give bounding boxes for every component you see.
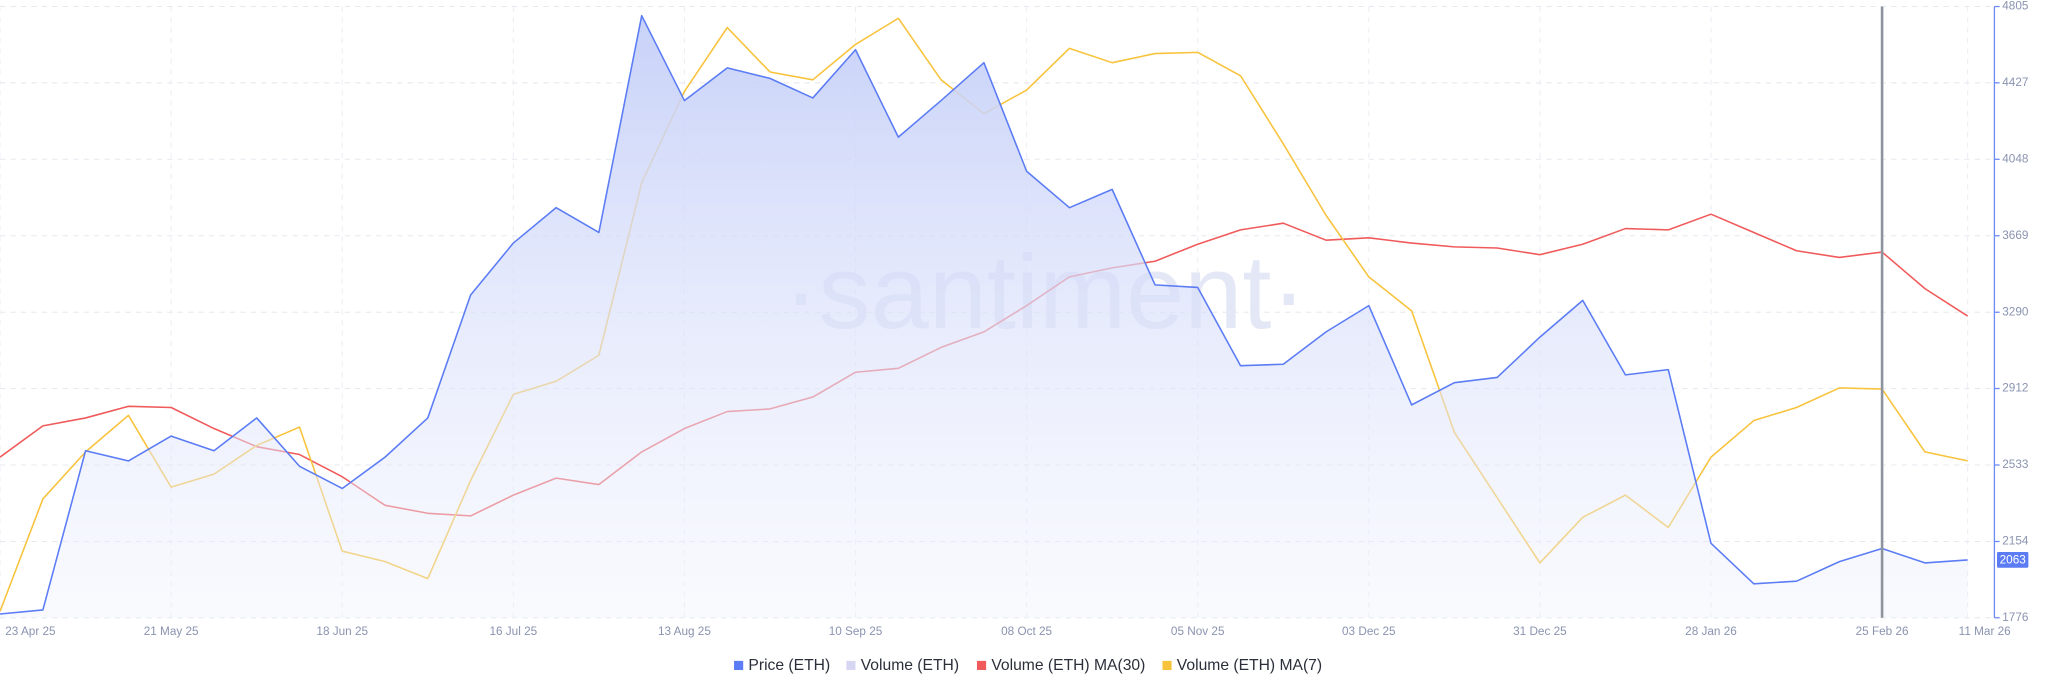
- x-tick-label: 11 Mar 26: [1959, 625, 2011, 638]
- x-tick-label: 18 Jun 25: [316, 625, 368, 638]
- legend-label: Volume (ETH) MA(7): [1177, 657, 1322, 674]
- x-tick-label: 13 Aug 25: [658, 625, 711, 638]
- x-tick-label: 16 Jul 25: [489, 625, 537, 638]
- y-tick-label: 3290: [2002, 305, 2029, 318]
- series-line: [0, 14, 1968, 615]
- last-value-label: 2063: [2000, 554, 2027, 567]
- legend-swatch: [734, 660, 744, 671]
- price-area: [0, 15, 1968, 618]
- y-tick-label: 2533: [2002, 458, 2029, 471]
- x-tick-label: 25 Feb 26: [1856, 625, 1909, 638]
- legend: Price (ETH) Volume (ETH) Volume (ETH) MA(3…: [734, 657, 1322, 674]
- y-tick-label: 4805: [2002, 0, 2029, 13]
- x-tick-label: 28 Jan 26: [1685, 625, 1737, 638]
- x-tick-label: 08 Oct 25: [1001, 625, 1052, 638]
- y-tick-label: 1776: [2002, 611, 2029, 624]
- legend-swatch: [1162, 660, 1172, 671]
- legend-swatch: [976, 660, 987, 671]
- y-tick-label: 2912: [2002, 382, 2028, 395]
- y-tick-label: 4427: [2002, 76, 2028, 89]
- y-tick-label: 2154: [2002, 535, 2029, 548]
- x-tick-label: 23 Apr 25: [5, 625, 56, 638]
- x-tick-label: 10 Sep 25: [829, 625, 883, 638]
- y-tick-label: 4048: [2002, 152, 2029, 165]
- x-tick-label: 21 May 25: [144, 625, 199, 638]
- x-tick-label: 03 Dec 25: [1342, 625, 1396, 638]
- last-value-badge: [1997, 552, 2029, 568]
- legend-swatch: [846, 660, 856, 671]
- legend-label: Price (ETH): [748, 657, 830, 674]
- y-tick-label: 3669: [2002, 229, 2028, 242]
- legend-label: Volume (ETH): [861, 657, 959, 674]
- x-tick-label: 31 Dec 25: [1513, 625, 1567, 638]
- legend-label: Volume (ETH) MA(30): [991, 657, 1145, 674]
- x-tick-label: 05 Nov 25: [1171, 625, 1225, 638]
- plot: [0, 14, 1969, 618]
- axis-labels: 1776 2154 2533 2912 3290 3669 4048 4427 4805 23 A…: [5, 0, 2029, 638]
